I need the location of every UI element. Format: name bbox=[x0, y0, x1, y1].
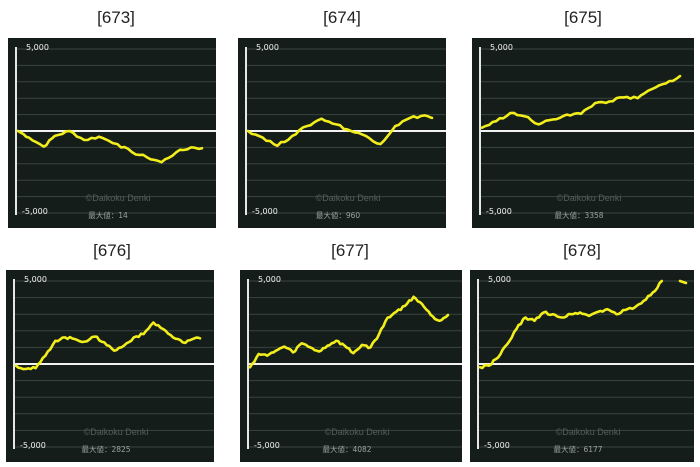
watermark: ©Daikoku Denki bbox=[86, 193, 151, 203]
line-chart: 5,000 -5,000 ©Daikoku Denki 最大値：2825 bbox=[13, 275, 214, 454]
ytick-top-label: 5,000 bbox=[258, 275, 281, 284]
max-value-label: 最大値：3358 bbox=[554, 210, 603, 220]
max-value-label: 最大値：4082 bbox=[322, 444, 371, 454]
chart-panel: 5,000 -5,000 ©Daikoku Denki 最大値：4082 bbox=[240, 270, 462, 462]
max-value-label: 最大値：14 bbox=[88, 210, 128, 220]
watermark: ©Daikoku Denki bbox=[316, 193, 381, 203]
chart-panel: 5,000 -5,000 ©Daikoku Denki 最大値：3358 bbox=[472, 38, 694, 228]
ytick-bottom-label: -5,000 bbox=[254, 441, 280, 450]
ytick-top-label: 5,000 bbox=[488, 275, 511, 284]
max-value-label: 最大値：2825 bbox=[81, 444, 130, 454]
ytick-bottom-label: -5,000 bbox=[252, 207, 278, 216]
data-series-line bbox=[480, 74, 682, 129]
data-series-line bbox=[248, 295, 450, 369]
data-series-line bbox=[478, 279, 664, 370]
chart-title: [673] bbox=[97, 8, 135, 27]
ytick-top-label: 5,000 bbox=[24, 275, 47, 284]
watermark: ©Daikoku Denki bbox=[84, 427, 149, 437]
ytick-top-label: 5,000 bbox=[256, 43, 279, 52]
chart-panel: 5,000 -5,000 ©Daikoku Denki 最大値：2825 bbox=[6, 270, 214, 462]
line-chart: 5,000 -5,000 ©Daikoku Denki 最大値：14 bbox=[15, 43, 216, 220]
max-value-label: 最大値：960 bbox=[316, 210, 361, 220]
watermark: ©Daikoku Denki bbox=[556, 427, 621, 437]
chart-title: [674] bbox=[323, 8, 361, 27]
ytick-bottom-label: -5,000 bbox=[20, 441, 46, 450]
ytick-bottom-label: -5,000 bbox=[22, 207, 48, 216]
chart-title: [675] bbox=[564, 8, 602, 27]
chart-title: [678] bbox=[563, 241, 601, 260]
line-chart: 5,000 -5,000 ©Daikoku Denki 最大値：4082 bbox=[247, 275, 462, 454]
chart-panel: 5,000 -5,000 ©Daikoku Denki 最大値：960 bbox=[238, 38, 446, 228]
data-series-line bbox=[246, 114, 434, 148]
chart-title: [677] bbox=[331, 241, 369, 260]
line-chart: 5,000 -5,000 ©Daikoku Denki 最大値：960 bbox=[245, 43, 446, 220]
max-value-label: 最大値：6177 bbox=[553, 444, 602, 454]
data-series-line bbox=[678, 279, 688, 285]
ytick-top-label: 5,000 bbox=[26, 43, 49, 52]
chart-panel: 5,000 -5,000 ©Daikoku Denki 最大値：6177 bbox=[470, 270, 694, 462]
ytick-top-label: 5,000 bbox=[490, 43, 513, 52]
line-chart: 5,000 -5,000 ©Daikoku Denki 最大値：3358 bbox=[479, 43, 694, 220]
chart-title: [676] bbox=[93, 241, 131, 260]
data-series-line bbox=[16, 129, 204, 164]
watermark: ©Daikoku Denki bbox=[325, 427, 390, 437]
data-series-line bbox=[14, 321, 202, 371]
chart-panel: 5,000 -5,000 ©Daikoku Denki 最大値：14 bbox=[8, 38, 216, 228]
ytick-bottom-label: -5,000 bbox=[484, 441, 510, 450]
watermark: ©Daikoku Denki bbox=[557, 193, 622, 203]
ytick-bottom-label: -5,000 bbox=[486, 207, 512, 216]
line-chart: 5,000 -5,000 ©Daikoku Denki 最大値：6177 bbox=[477, 275, 694, 454]
